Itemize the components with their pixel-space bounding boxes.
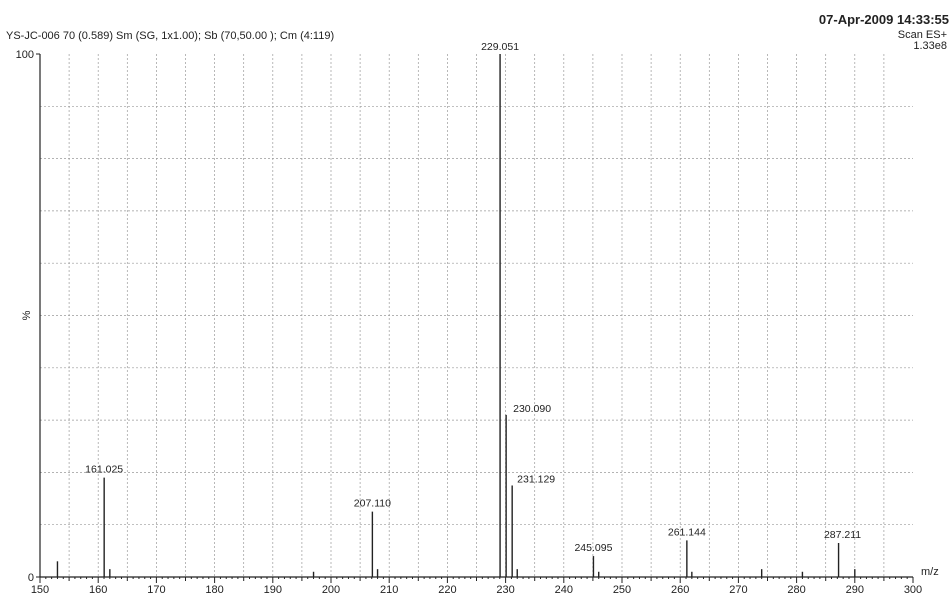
- x-tick-label: 260: [671, 584, 689, 594]
- scan-mode: Scan ES+: [897, 29, 947, 41]
- peak-label: 229.051: [481, 41, 519, 53]
- x-tick-label: 290: [846, 584, 864, 594]
- x-tick-label: 170: [147, 584, 165, 594]
- x-tick-label: 300: [904, 584, 922, 594]
- x-ticks: 150 160 170 180 190 200 210 220 230 240 250 260 270 2…: [31, 577, 922, 594]
- x-tick-label: 200: [322, 584, 340, 594]
- grid: [40, 54, 913, 577]
- base-peak-intensity: 1.33e8: [913, 40, 947, 52]
- y-tick-max: 100: [16, 49, 34, 61]
- x-tick-label: 190: [264, 584, 282, 594]
- peak-label: 161.025: [85, 464, 123, 476]
- y-tick-min: 0: [28, 572, 34, 584]
- acquisition-date: 07-Apr-2009 14:33:55: [818, 12, 949, 27]
- x-tick-label: 270: [729, 584, 747, 594]
- x-tick-label: 150: [31, 584, 49, 594]
- sample-info: YS-JC-006 70 (0.589) Sm (SG, 1x1.00); Sb…: [6, 30, 335, 42]
- x-axis-label: m/z: [921, 566, 939, 578]
- x-tick-label: 160: [89, 584, 107, 594]
- x-tick-label: 230: [496, 584, 514, 594]
- x-tick-label: 240: [555, 584, 573, 594]
- peaks: [56, 54, 856, 577]
- y-axis-label: %: [21, 310, 33, 320]
- peak-labels: 161.025 207.110 229.051 230.090 231.129 245.0…: [85, 41, 861, 554]
- peak-label: 207.110: [354, 498, 391, 510]
- peak-label: 287.211: [824, 529, 861, 541]
- x-tick-label: 250: [613, 584, 631, 594]
- peak-label: 230.090: [513, 403, 551, 415]
- peak-label: 245.095: [574, 542, 612, 554]
- x-tick-label: 280: [787, 584, 805, 594]
- peak-label: 261.144: [668, 526, 706, 538]
- x-tick-label: 210: [380, 584, 398, 594]
- x-tick-label: 180: [205, 584, 223, 594]
- peak-label: 231.129: [517, 473, 555, 485]
- x-tick-label: 220: [438, 584, 456, 594]
